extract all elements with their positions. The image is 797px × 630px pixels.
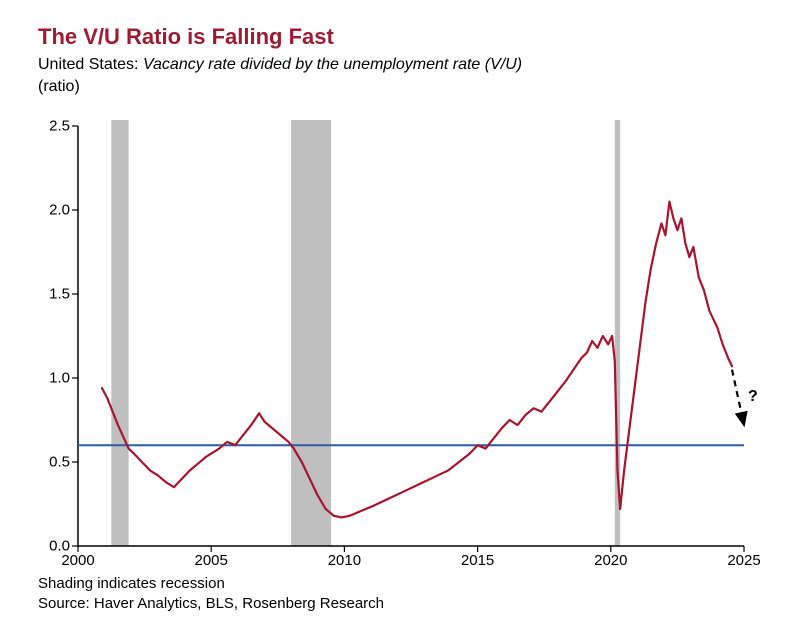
x-tick-label: 2015: [453, 552, 503, 569]
chart-title: The V/U Ratio is Falling Fast: [38, 24, 334, 50]
projection-arrow-group: [732, 370, 744, 425]
x-tick-label: 2005: [186, 552, 236, 569]
recession-band: [111, 120, 128, 546]
x-tick-label: 2000: [53, 552, 103, 569]
subtitle-prefix: United States:: [38, 56, 143, 73]
y-tick-label: 1.5: [30, 286, 70, 303]
chart-container: The V/U Ratio is Falling Fast United Sta…: [0, 0, 797, 630]
note-recession: Shading indicates recession: [38, 574, 384, 594]
vu-ratio-series: [102, 202, 732, 518]
projection-question-mark: ?: [748, 388, 758, 406]
y-tick-label: 2.5: [30, 118, 70, 135]
x-tick-label: 2010: [319, 552, 369, 569]
recession-shading-group: [111, 120, 620, 546]
plot-area: 0.00.51.01.52.02.5 200020052010201520202…: [78, 126, 744, 546]
y-tick-label: 2.0: [30, 202, 70, 219]
projection-arrow: [732, 370, 744, 425]
plot-svg: [78, 126, 744, 546]
series-group: [102, 202, 732, 518]
chart-notes: Shading indicates recession Source: Have…: [38, 574, 384, 615]
chart-subtitle: United States: Vacancy rate divided by t…: [38, 54, 522, 97]
x-tick-label: 2020: [586, 552, 636, 569]
y-tick-label: 0.5: [30, 454, 70, 471]
y-tick-label: 1.0: [30, 370, 70, 387]
note-source: Source: Haver Analytics, BLS, Rosenberg …: [38, 594, 384, 614]
subtitle-italic: Vacancy rate divided by the unemployment…: [143, 56, 522, 73]
axes-group: [72, 126, 744, 552]
x-tick-label: 2025: [719, 552, 769, 569]
subtitle-line2: (ratio): [38, 78, 80, 95]
